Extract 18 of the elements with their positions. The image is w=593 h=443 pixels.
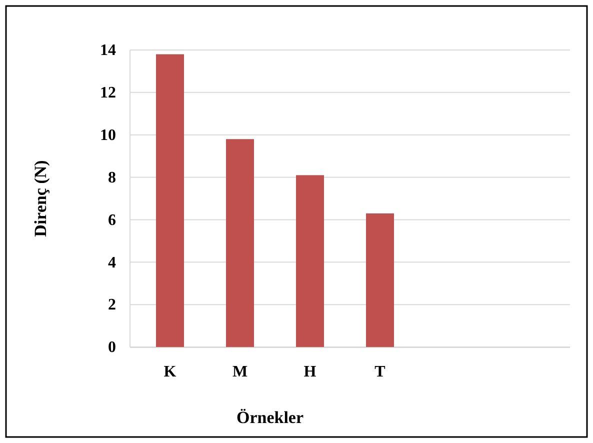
y-tick-label: 12 <box>100 84 116 102</box>
y-axis-title: Direnç (N) <box>31 160 50 237</box>
y-tick-label: 14 <box>100 42 116 60</box>
bar <box>226 139 254 347</box>
x-tick-label: H <box>304 363 317 380</box>
y-tick-label: 2 <box>108 296 116 314</box>
y-tick-label: 0 <box>108 339 116 356</box>
bar <box>366 213 394 347</box>
y-tick-label: 4 <box>108 254 116 272</box>
x-tick-label: T <box>374 363 386 380</box>
x-tick-label: M <box>232 363 248 380</box>
x-axis-title: Örnekler <box>236 408 304 427</box>
bar <box>156 54 184 347</box>
x-tick-label: K <box>164 363 177 380</box>
y-tick-label: 6 <box>108 212 116 229</box>
y-tick-label: 10 <box>100 126 116 144</box>
y-tick-label: 8 <box>108 169 116 186</box>
bar <box>296 175 324 347</box>
